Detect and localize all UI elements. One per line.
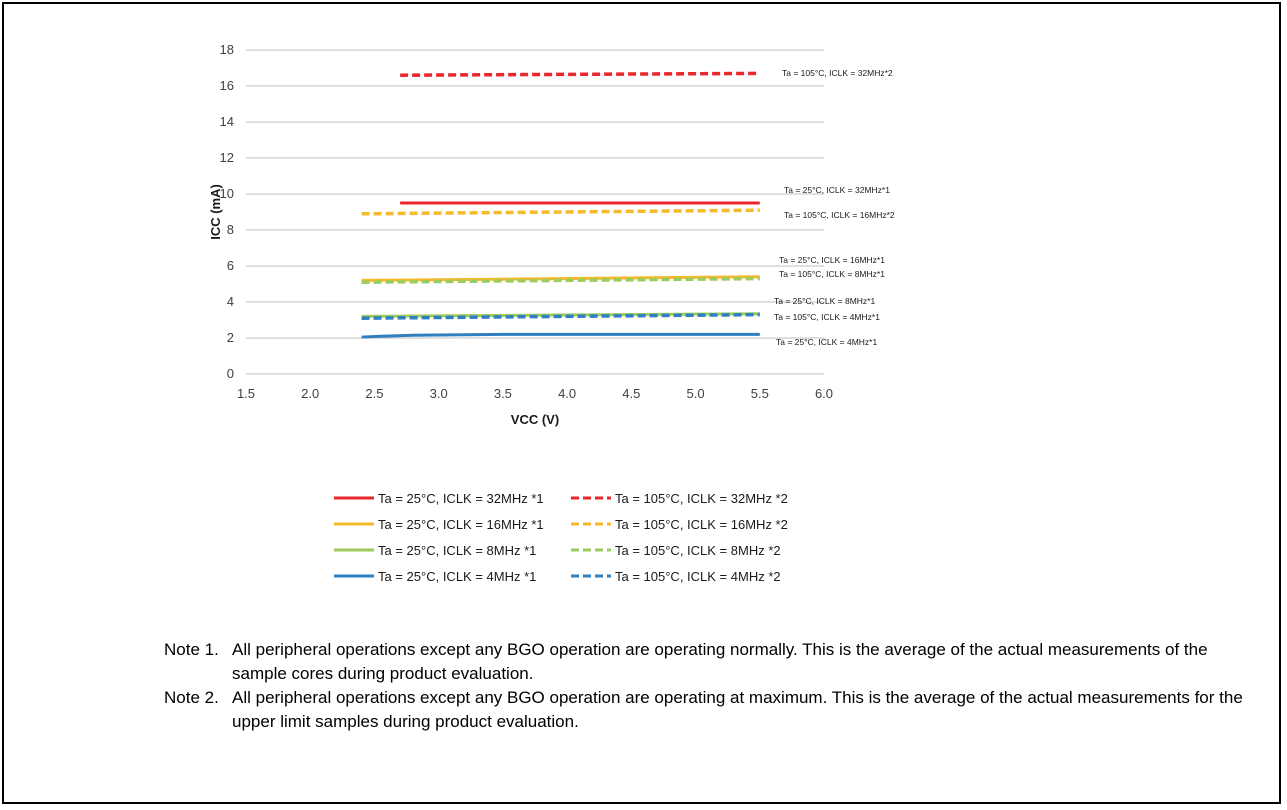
y-tick-label: 12 (220, 150, 234, 165)
x-tick-label: 2.0 (301, 386, 319, 401)
x-tick-label: 3.0 (430, 386, 448, 401)
y-tick-label: 10 (220, 186, 234, 201)
y-tick-label: 6 (227, 258, 234, 273)
x-tick-label: 5.5 (751, 386, 769, 401)
note-1: Note 1. All peripheral operations except… (164, 638, 1244, 686)
note-1-text: All peripheral operations except any BGO… (232, 640, 1208, 683)
icc-vs-vcc-chart: 0 2 4 6 8 10 12 14 16 18 1.5 2.0 2.5 3.0 3.5 4.0 4.5 5.0 5… (208, 42, 895, 584)
series-annotation: Ta = 105°C, ICLK = 16MHz*2 (784, 210, 895, 220)
y-tick-label: 4 (227, 294, 234, 309)
series-annotation: Ta = 105°C, ICLK = 32MHz*2 (782, 68, 893, 78)
tick-labels: 0 2 4 6 8 10 12 14 16 18 1.5 2.0 2.5 3.0 3.5 4.0 4.5 5.0 5… (220, 42, 834, 401)
x-tick-label: 5.0 (687, 386, 705, 401)
series-line-ta-105c-iclk-16mhz-2 (361, 208, 760, 216)
legend-label: Ta = 105°C, ICLK = 4MHz *2 (615, 569, 781, 584)
y-tick-label: 8 (227, 222, 234, 237)
series-line-ta-105c-iclk-4mhz-2 (361, 312, 760, 320)
legend-label: Ta = 105°C, ICLK = 8MHz *2 (615, 543, 781, 558)
series-annotation: Ta = 25°C, ICLK = 16MHz*1 (779, 255, 885, 265)
y-axis-title: ICC (mA) (208, 184, 223, 240)
x-axis-title: VCC (V) (511, 412, 559, 427)
notes: Note 1. All peripheral operations except… (164, 638, 1244, 734)
y-tick-label: 18 (220, 42, 234, 57)
series-annotation: Ta = 25°C, ICLK = 4MHz*1 (776, 337, 877, 347)
legend-label: Ta = 105°C, ICLK = 32MHz *2 (615, 491, 788, 506)
note-2-text: All peripheral operations except any BGO… (232, 688, 1243, 731)
note-1-label: Note 1. (164, 640, 219, 659)
y-tick-label: 0 (227, 366, 234, 381)
y-tick-label: 14 (220, 114, 234, 129)
series-line-ta-25c-iclk-4mhz-1 (361, 332, 760, 339)
legend-label: Ta = 25°C, ICLK = 4MHz *1 (378, 569, 536, 584)
y-tick-label: 2 (227, 330, 234, 345)
note-2: Note 2. All peripheral operations except… (164, 686, 1244, 734)
series-line-ta-105c-iclk-32mhz-2 (400, 71, 760, 77)
series-annotation: Ta = 25°C, ICLK = 32MHz*1 (784, 185, 890, 195)
x-tick-label: 3.5 (494, 386, 512, 401)
x-tick-label: 6.0 (815, 386, 833, 401)
legend: Ta = 25°C, ICLK = 32MHz *1 Ta = 105°C, IC… (334, 491, 788, 584)
legend-label: Ta = 25°C, ICLK = 16MHz *1 (378, 517, 544, 532)
x-tick-label: 4.5 (622, 386, 640, 401)
note-2-label: Note 2. (164, 688, 219, 707)
legend-label: Ta = 105°C, ICLK = 16MHz *2 (615, 517, 788, 532)
legend-label: Ta = 25°C, ICLK = 32MHz *1 (378, 491, 544, 506)
x-tick-label: 2.5 (365, 386, 383, 401)
x-tick-label: 1.5 (237, 386, 255, 401)
legend-label: Ta = 25°C, ICLK = 8MHz *1 (378, 543, 536, 558)
grid-lines (246, 49, 824, 375)
y-tick-label: 16 (220, 78, 234, 93)
series-line-ta-105c-iclk-8mhz-2 (361, 276, 760, 284)
series-lines (361, 71, 760, 339)
series-annotation: Ta = 105°C, ICLK = 4MHz*1 (774, 312, 880, 322)
series-line-ta-25c-iclk-16mhz-1 (361, 275, 760, 282)
x-tick-label: 4.0 (558, 386, 576, 401)
series-annotations: Ta = 105°C, ICLK = 32MHz*2 Ta = 25°C, ICL… (774, 68, 895, 347)
series-annotation: Ta = 105°C, ICLK = 8MHz*1 (779, 269, 885, 279)
series-annotation: Ta = 25°C, ICLK = 8MHz*1 (774, 296, 875, 306)
